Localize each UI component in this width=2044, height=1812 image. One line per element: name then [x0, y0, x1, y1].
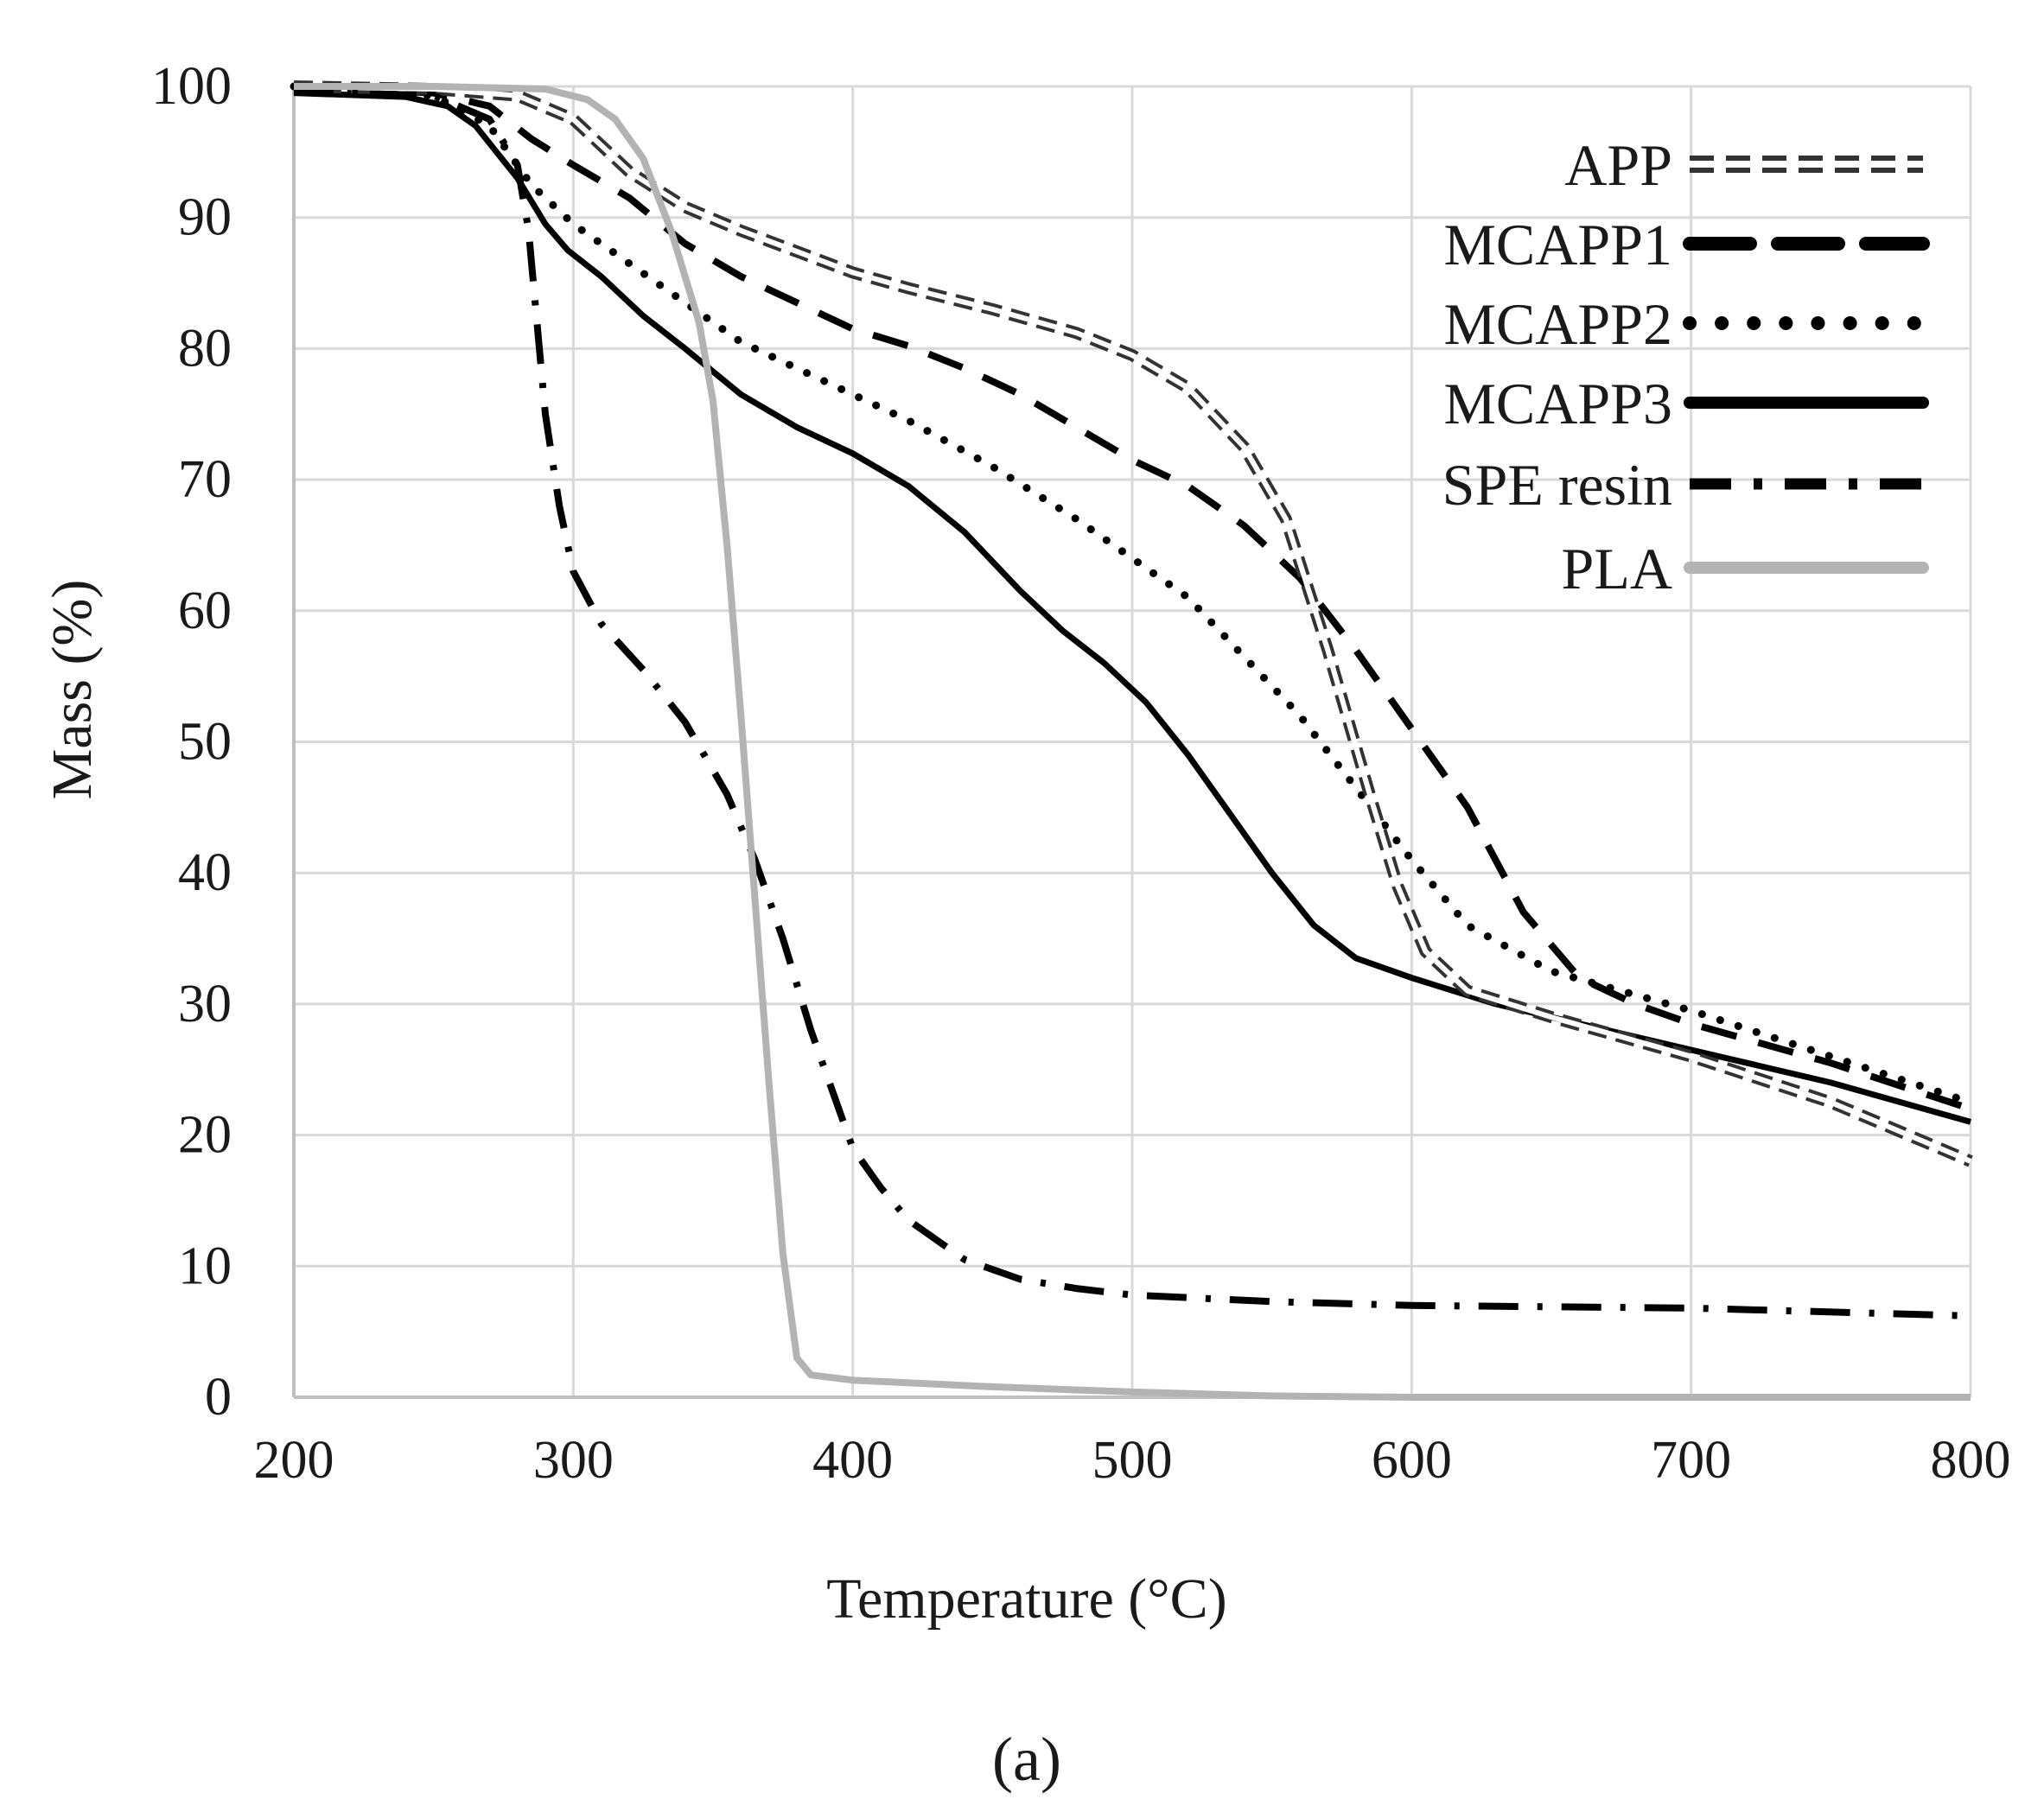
- legend-item-spe-resin: SPE resin: [1442, 452, 1923, 518]
- legend-label-mcapp3: MCAPP3: [1443, 371, 1672, 436]
- series-spe-resin: [293, 88, 1971, 1319]
- series-mcapp1: [293, 83, 1972, 1113]
- legend-label-mcapp1: MCAPP1: [1443, 212, 1672, 277]
- tick-labels: 200 300 400 500 600 700 800 0 10 20 30 40 50 60 70 80 90…: [151, 57, 2011, 1490]
- y-tick-label: 90: [178, 188, 232, 247]
- series-app-line-inner: [293, 84, 1972, 1164]
- x-tick-label: 400: [812, 1431, 893, 1490]
- x-tick-label: 800: [1931, 1431, 2011, 1490]
- series-mcapp3-line: [293, 90, 1971, 1125]
- series-mcapp1-line: [293, 83, 1972, 1113]
- figure-caption: (a): [992, 1725, 1061, 1794]
- x-tick-label: 500: [1092, 1431, 1173, 1490]
- y-tick-label: 20: [178, 1106, 232, 1165]
- y-tick-label: 80: [178, 319, 232, 378]
- series-pla: [294, 83, 1971, 1401]
- legend-label-mcapp2: MCAPP2: [1443, 291, 1672, 357]
- legend-label-spe-resin: SPE resin: [1442, 452, 1672, 518]
- series-mcapp2-line: [290, 82, 1975, 1107]
- legend-label-pla: PLA: [1562, 536, 1672, 601]
- legend-label-app: APP: [1564, 132, 1672, 198]
- series-spe-resin-line: [293, 88, 1971, 1319]
- x-tick-label: 200: [254, 1431, 334, 1490]
- series-mcapp3: [293, 90, 1971, 1125]
- y-tick-label: 70: [178, 450, 232, 509]
- y-tick-label: 10: [178, 1237, 232, 1295]
- grid-lines: [292, 85, 1972, 1399]
- y-tick-label: 60: [178, 582, 232, 640]
- y-tick-label: 50: [178, 713, 232, 772]
- data-series: [290, 80, 1975, 1401]
- series-pla-line: [294, 83, 1971, 1401]
- series-mcapp2: [290, 82, 1975, 1107]
- legend-item-mcapp2: MCAPP2: [1443, 291, 1930, 357]
- series-app: [293, 80, 1973, 1167]
- legend-item-mcapp1: MCAPP1: [1443, 212, 1930, 277]
- legend-item-mcapp3: MCAPP3: [1443, 371, 1929, 436]
- legend-item-pla: PLA: [1562, 536, 1929, 601]
- y-tick-label: 30: [178, 975, 232, 1033]
- legend: APP MCAPP1 MCAPP2 MCAPP3 SPE resin PLA: [1442, 132, 1930, 601]
- y-tick-label: 40: [178, 843, 232, 902]
- y-tick-label: 0: [205, 1368, 232, 1427]
- y-axis-title: Mass (%): [41, 580, 104, 800]
- x-tick-label: 600: [1372, 1431, 1452, 1490]
- legend-item-app: APP: [1564, 132, 1923, 198]
- x-axis-title: Temperature (°C): [826, 1567, 1226, 1631]
- x-tick-label: 700: [1651, 1431, 1731, 1490]
- y-tick-label: 100: [151, 57, 232, 116]
- x-tick-label: 300: [533, 1431, 614, 1490]
